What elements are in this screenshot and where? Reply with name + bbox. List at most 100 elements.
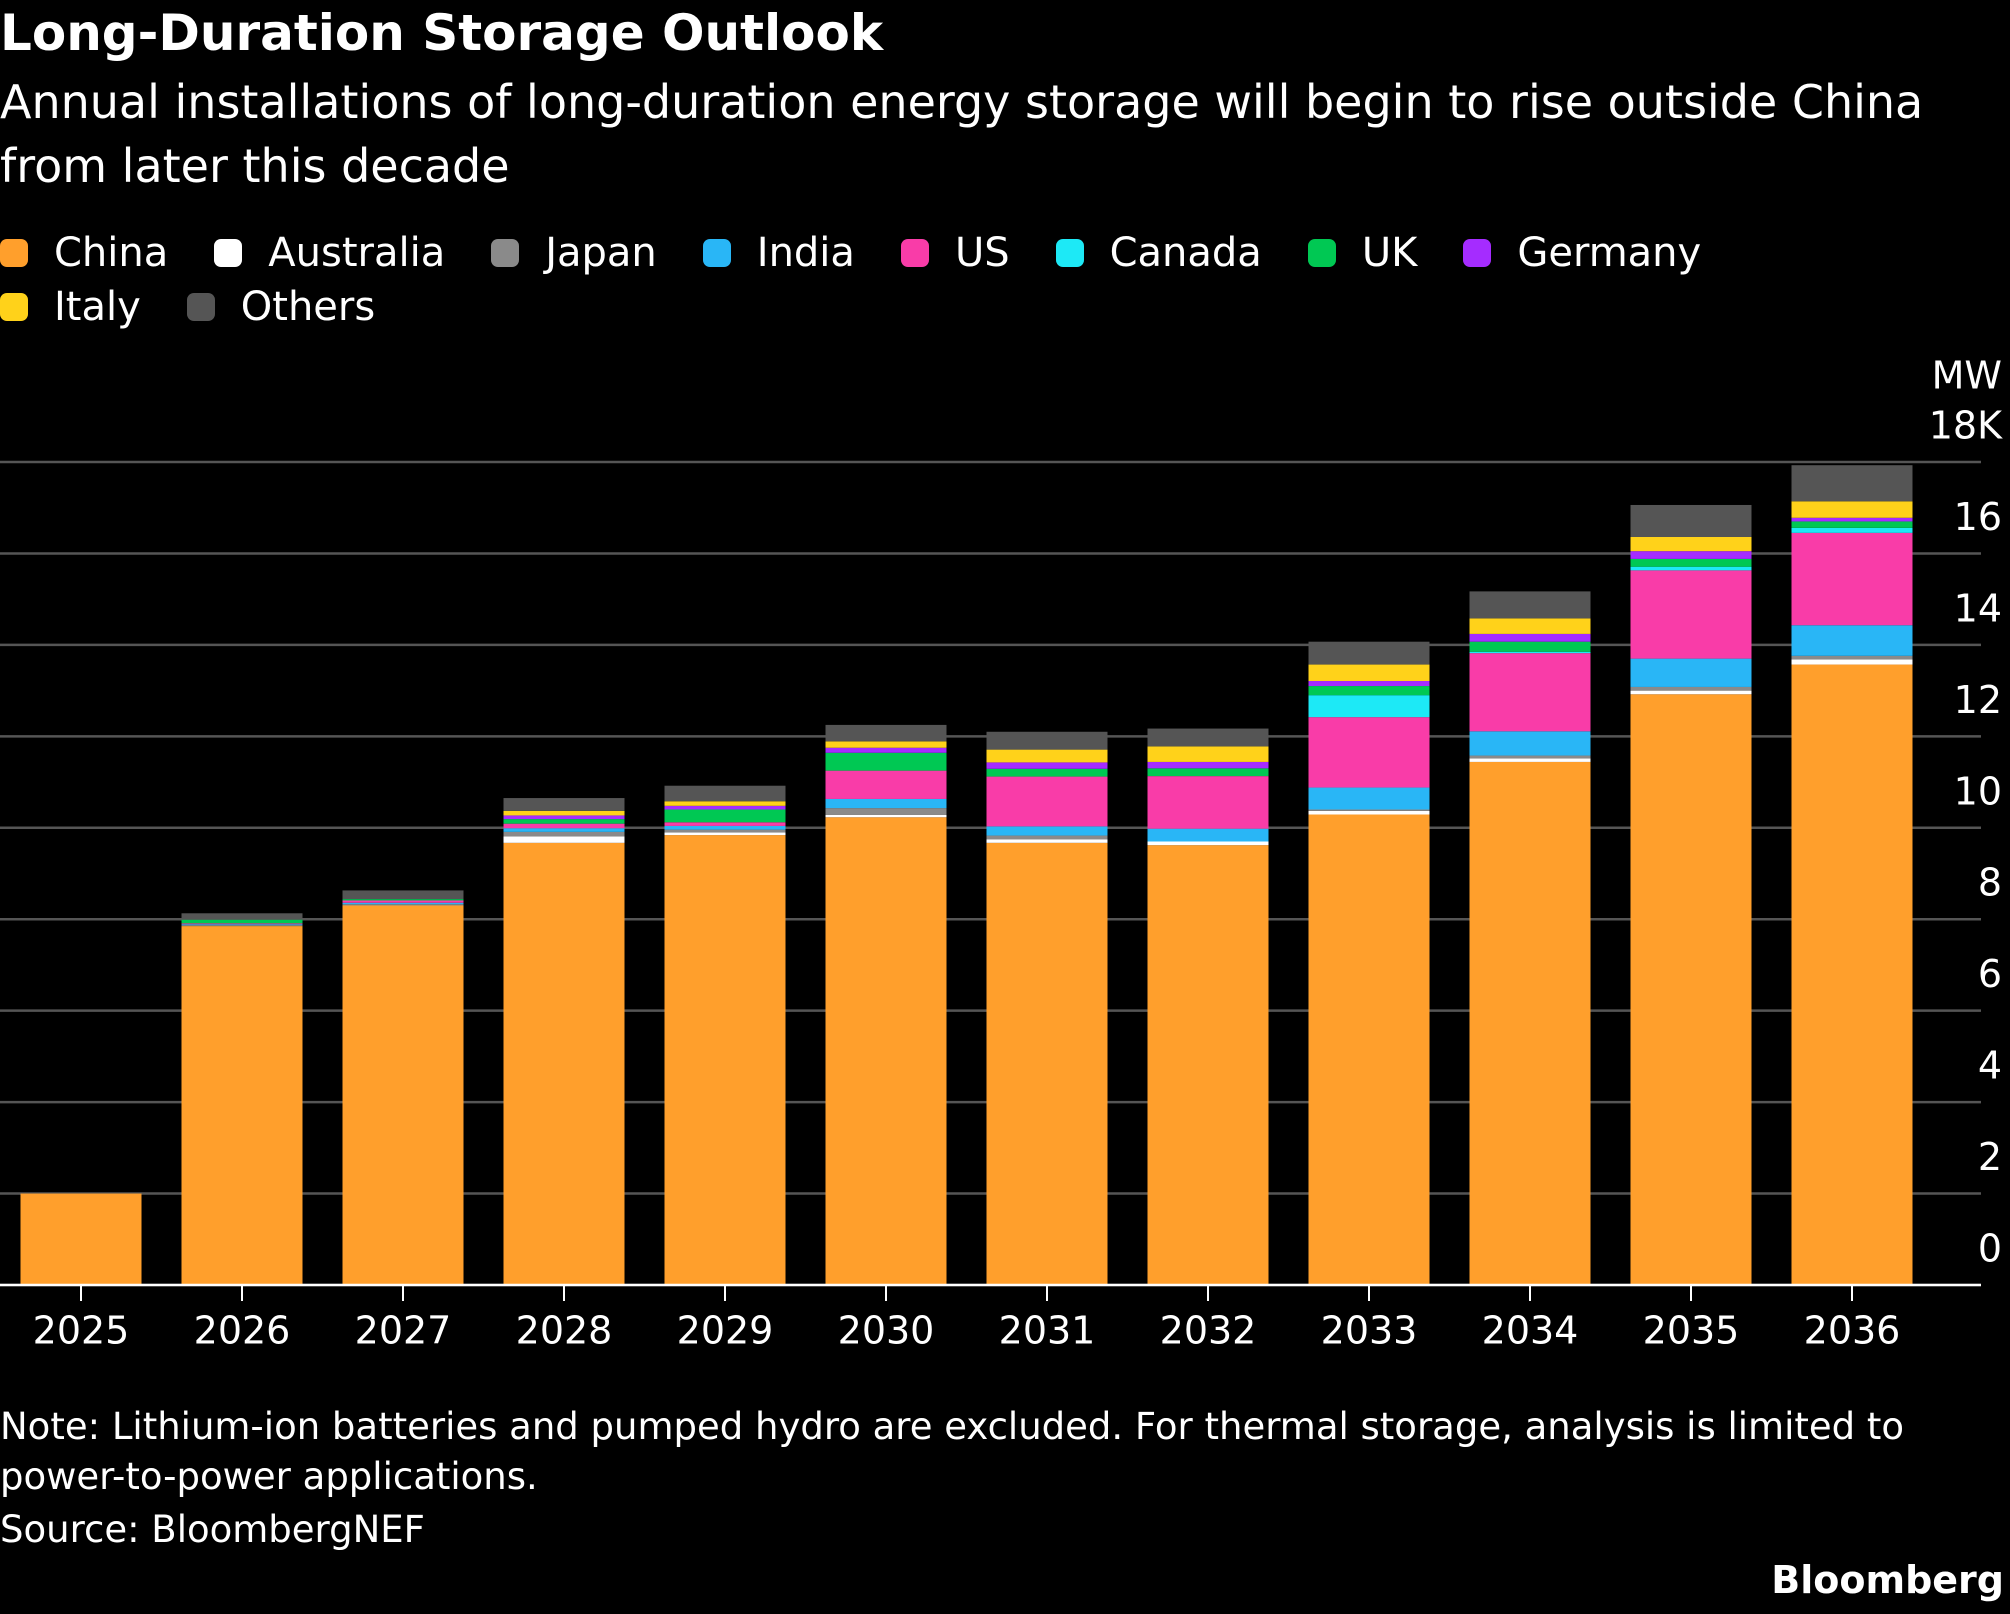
x-tick-label: 2025 bbox=[33, 1309, 130, 1353]
bar-segment bbox=[181, 923, 303, 925]
y-tick-label: 12 bbox=[1954, 678, 2002, 722]
bar-segment bbox=[1147, 746, 1269, 762]
bar-segment bbox=[825, 770, 947, 799]
bar-segment bbox=[1630, 690, 1752, 695]
bar-segment bbox=[1791, 521, 1913, 528]
y-tick-label: 18K bbox=[1929, 404, 2003, 448]
bar-segment bbox=[503, 831, 625, 837]
bar-segment bbox=[664, 822, 786, 826]
bar-segment bbox=[1469, 761, 1591, 1285]
bar-segment bbox=[664, 835, 786, 1285]
y-tick-label: 10 bbox=[1954, 769, 2002, 813]
bar-segment bbox=[986, 768, 1108, 777]
legend-label: UK bbox=[1361, 230, 1418, 276]
bar-segment bbox=[1630, 536, 1752, 552]
bar-segment bbox=[825, 808, 947, 815]
bar-segment bbox=[1469, 758, 1591, 762]
bar-segment bbox=[503, 815, 625, 820]
x-tick-label: 2034 bbox=[1482, 1309, 1579, 1353]
bar-segment bbox=[181, 925, 303, 927]
y-tick-label: 2 bbox=[1978, 1135, 2002, 1179]
legend-item: Australia bbox=[214, 226, 445, 280]
bar-segment bbox=[1791, 659, 1913, 665]
bar-segment bbox=[1308, 814, 1430, 1285]
bar-segment bbox=[825, 752, 947, 771]
bar-segment bbox=[503, 836, 625, 843]
bar-segment bbox=[1469, 755, 1591, 759]
bar-segment bbox=[1630, 558, 1752, 567]
y-tick-label: 16 bbox=[1954, 495, 2002, 539]
note: Note: Lithium-ion batteries and pumped h… bbox=[0, 1405, 1905, 1498]
bar-segment bbox=[986, 842, 1108, 1285]
x-tick-label: 2030 bbox=[838, 1309, 935, 1353]
bar-segment bbox=[1791, 517, 1913, 522]
legend-swatch bbox=[214, 239, 243, 267]
bar-segment bbox=[1308, 809, 1430, 811]
bar-segment bbox=[342, 900, 464, 903]
legend-label: US bbox=[954, 230, 1010, 276]
bar-segment bbox=[664, 809, 786, 823]
legend-item: US bbox=[900, 226, 1010, 280]
bar-segment bbox=[986, 839, 1108, 843]
bar-segment bbox=[664, 805, 786, 810]
legend-item: Italy bbox=[0, 280, 141, 334]
bar-segment bbox=[342, 890, 464, 900]
x-tick-label: 2035 bbox=[1643, 1309, 1740, 1353]
legend-swatch bbox=[186, 293, 215, 321]
legend-item: Others bbox=[186, 280, 376, 334]
x-tick-label: 2032 bbox=[1160, 1309, 1257, 1353]
bar-segment bbox=[1147, 845, 1269, 1285]
bar-segment bbox=[1308, 641, 1430, 665]
bar-segment bbox=[986, 731, 1108, 750]
bar-segment bbox=[1469, 618, 1591, 634]
bar-segment bbox=[181, 913, 303, 920]
bar-segment bbox=[986, 762, 1108, 769]
legend-label: Others bbox=[240, 284, 376, 330]
bar-segment bbox=[1147, 828, 1269, 842]
bar-segment bbox=[181, 926, 303, 1285]
y-tick-label: 0 bbox=[1978, 1227, 2002, 1271]
bar-segment bbox=[1630, 658, 1752, 687]
bar-segment bbox=[1308, 695, 1430, 718]
bar-segment bbox=[1469, 731, 1591, 756]
bar-segment bbox=[342, 902, 464, 905]
x-tick-label: 2036 bbox=[1804, 1309, 1901, 1353]
bar-segment bbox=[342, 904, 464, 906]
bar-segment bbox=[503, 828, 625, 832]
legend-swatch bbox=[1463, 239, 1492, 267]
legend-swatch bbox=[0, 293, 28, 321]
legend-label: India bbox=[756, 230, 855, 276]
legend-swatch bbox=[1055, 239, 1084, 267]
y-unit: MW bbox=[1932, 354, 2002, 398]
bar-segment bbox=[503, 810, 625, 816]
bar-segment bbox=[1791, 527, 1913, 533]
chart-title: Long-Duration Storage Outlook bbox=[0, 4, 884, 62]
x-tick-label: 2029 bbox=[677, 1309, 774, 1353]
legend-item: Canada bbox=[1055, 226, 1262, 280]
bar-segment bbox=[1147, 728, 1269, 747]
bar-segment bbox=[1630, 551, 1752, 559]
legend-item: Germany bbox=[1463, 226, 1701, 280]
x-tick-label: 2026 bbox=[194, 1309, 291, 1353]
legend-item: Japan bbox=[491, 226, 657, 280]
bar-segment bbox=[181, 919, 303, 924]
legend-swatch bbox=[702, 239, 731, 267]
legend-item: India bbox=[702, 226, 855, 280]
bar-segment bbox=[1469, 591, 1591, 619]
bar-segment bbox=[664, 825, 786, 830]
bar-segment bbox=[1791, 465, 1913, 502]
x-tick-label: 2031 bbox=[999, 1309, 1096, 1353]
bar-segment bbox=[825, 814, 947, 818]
bar-segment bbox=[1147, 761, 1269, 769]
bar-segment bbox=[664, 832, 786, 836]
bar-segment bbox=[503, 842, 625, 1285]
bar-segment bbox=[1630, 694, 1752, 1285]
bar-segment bbox=[825, 747, 947, 753]
x-tick-label: 2027 bbox=[355, 1309, 452, 1353]
y-tick-label: 4 bbox=[1978, 1044, 2002, 1088]
legend-label: Germany bbox=[1517, 230, 1702, 276]
legend-label: Australia bbox=[268, 230, 446, 276]
bar-segment bbox=[20, 1193, 142, 1285]
bar-segment bbox=[664, 829, 786, 833]
